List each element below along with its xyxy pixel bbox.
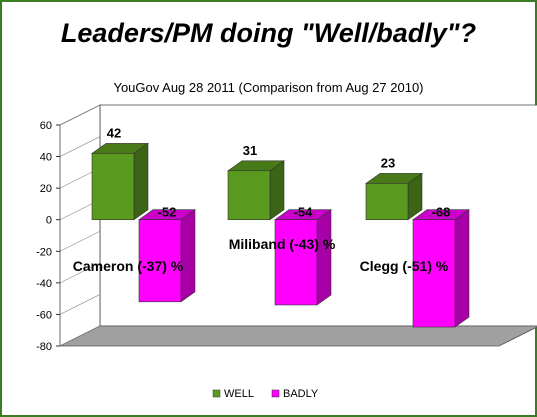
y-tick-guide (59, 325, 101, 347)
y-tick-label: 0 (46, 215, 52, 227)
y-tick-guide (59, 104, 101, 126)
y-tick-label: -80 (36, 341, 52, 353)
y-tick-label: -60 (36, 309, 52, 321)
bar-badly (412, 219, 456, 328)
bar-side-badly (454, 209, 470, 328)
data-label: -52 (158, 205, 177, 220)
y-tick-guide (59, 262, 101, 284)
category-annotation: Miliband (-43) % (229, 236, 336, 252)
y-tick-label: 60 (40, 120, 52, 132)
y-tick-guide (59, 136, 101, 157)
category-annotation: Clegg (-51) % (360, 258, 449, 274)
y-tick-guide (59, 231, 101, 252)
bar-side-badly (316, 209, 332, 306)
data-label: -54 (294, 205, 314, 220)
y-tick-label: 20 (40, 183, 52, 195)
legend-label: BADLY (283, 388, 319, 400)
legend-label: WELL (224, 388, 254, 400)
data-label: -68 (432, 205, 451, 220)
chart-title: Leaders/PM doing "Well/badly"? (60, 18, 477, 48)
y-tick-label: -40 (36, 278, 52, 290)
y-tick-label: 40 (40, 152, 52, 164)
legend-swatch (212, 389, 221, 398)
bar-well (227, 170, 271, 221)
bar-well (365, 183, 409, 221)
y-tick-label: -20 (36, 246, 52, 258)
bar-badly (274, 219, 318, 306)
side-wall (59, 104, 101, 347)
data-label: 31 (243, 143, 257, 158)
y-tick-guide (59, 294, 101, 315)
bar-badly (138, 219, 182, 303)
bar-side-well (269, 160, 285, 221)
bar-well (91, 153, 135, 221)
bar-side-well (133, 142, 149, 221)
category-annotation: Cameron (-37) % (73, 258, 184, 274)
data-label: 42 (107, 125, 121, 140)
legend-swatch (271, 389, 280, 398)
data-label: 23 (381, 155, 395, 170)
chart-floor (59, 325, 537, 347)
bar-side-badly (180, 209, 196, 303)
chart-subtitle: YouGov Aug 28 2011 (Comparison from Aug … (113, 80, 424, 95)
